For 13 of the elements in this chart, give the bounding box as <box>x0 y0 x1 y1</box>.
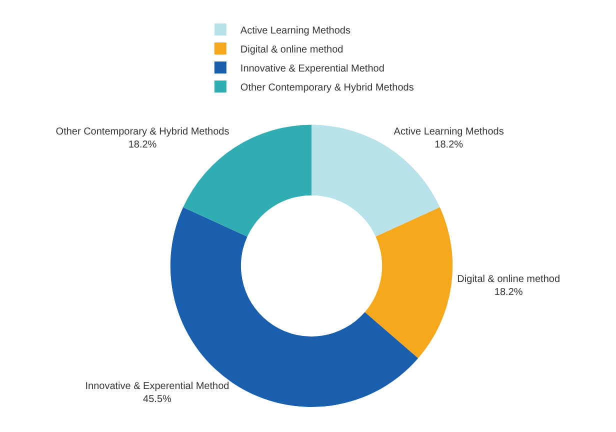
slice-label: Innovative & Experential Method <box>85 381 230 392</box>
legend-label: Active Learning Methods <box>240 25 350 36</box>
legend-label: Innovative & Experential Method <box>240 63 384 74</box>
slice-label: Other Contemporary & Hybrid Methods <box>56 126 230 138</box>
legend-label: Other Contemporary & Hybrid Methods <box>240 82 414 94</box>
legend-label: Digital & online method <box>240 44 344 56</box>
data-label: 18.2% <box>128 140 157 151</box>
data-label: 18.2% <box>434 140 464 151</box>
donut-slice <box>364 207 452 358</box>
data-label: 18.2% <box>494 287 523 298</box>
data-label: 45.5% <box>143 394 172 406</box>
slice-label: Active Learning Methods <box>394 126 504 138</box>
slice-label: Digital & online method <box>457 274 560 286</box>
